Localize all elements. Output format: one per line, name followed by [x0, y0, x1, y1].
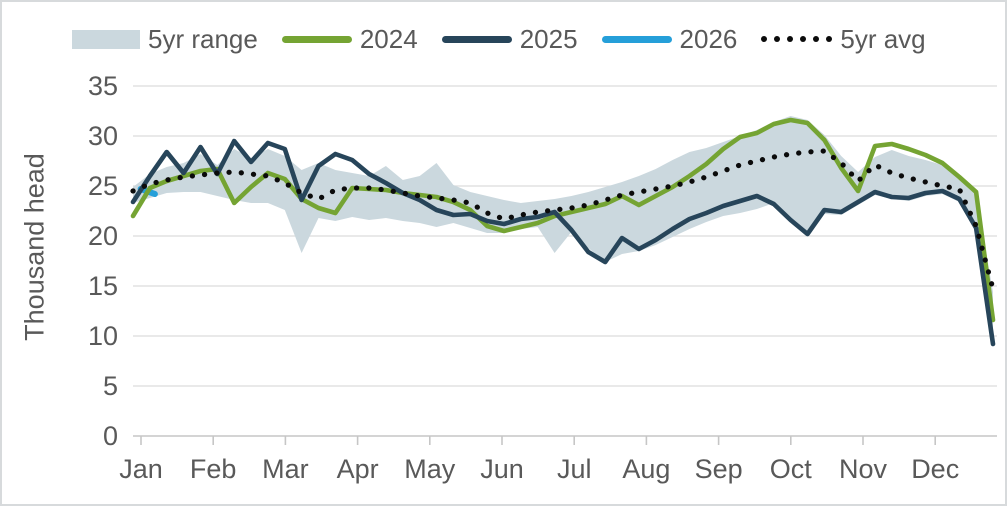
- x-tick-label: Apr: [337, 454, 379, 484]
- x-tick-label: Dec: [911, 454, 959, 484]
- line-swatch-2026-icon: [601, 35, 672, 43]
- line-2024: [130, 117, 996, 323]
- band-swatch-icon: [72, 29, 140, 49]
- y-axis-title: Thousand head: [19, 153, 50, 341]
- x-tick-label: Mar: [262, 454, 309, 484]
- line-swatch-2024-icon: [281, 35, 352, 43]
- legend-item-5yr-avg[interactable]: 5yr avg: [761, 24, 926, 54]
- x-tick-label: Feb: [190, 454, 237, 484]
- x-tick-label: Jul: [557, 454, 592, 484]
- y-tick-label: 35: [88, 71, 118, 101]
- x-tick-label: Jan: [119, 454, 163, 484]
- legend-item-2025[interactable]: 2025: [441, 24, 578, 54]
- band-5yr-range: [133, 116, 993, 345]
- legend-item-2026[interactable]: 2026: [601, 24, 738, 54]
- y-tick-label: 30: [88, 121, 118, 151]
- x-tick-label: Jun: [480, 454, 524, 484]
- y-tick-label: 25: [88, 171, 118, 201]
- y-tick-label: 0: [103, 421, 118, 451]
- dotted-swatch-icon: [761, 36, 833, 42]
- line-5yr-avg: [130, 148, 996, 292]
- line-2025: [130, 138, 996, 347]
- y-tick-label: 5: [103, 371, 118, 401]
- y-tick-label: 10: [88, 321, 118, 351]
- legend-item-2024[interactable]: 2024: [281, 24, 418, 54]
- legend-label: 2025: [519, 24, 578, 54]
- legend: 5yr range 2024 2025 2026 5yr avg: [72, 26, 926, 52]
- legend-label: 2026: [679, 24, 738, 54]
- x-tick-label: Sep: [695, 454, 743, 484]
- x-tick-label: Aug: [622, 454, 670, 484]
- x-tick-label: Nov: [839, 454, 888, 484]
- y-tick-label: 15: [88, 271, 118, 301]
- legend-item-5yr-range[interactable]: 5yr range: [72, 26, 258, 52]
- x-tick-label: May: [404, 454, 456, 484]
- legend-label: 5yr avg: [840, 24, 926, 54]
- x-tick-label: Oct: [770, 454, 813, 484]
- legend-label: 2024: [359, 24, 418, 54]
- y-tick-label: 20: [88, 221, 118, 251]
- legend-label: 5yr range: [148, 24, 258, 54]
- line-swatch-2025-icon: [441, 35, 512, 43]
